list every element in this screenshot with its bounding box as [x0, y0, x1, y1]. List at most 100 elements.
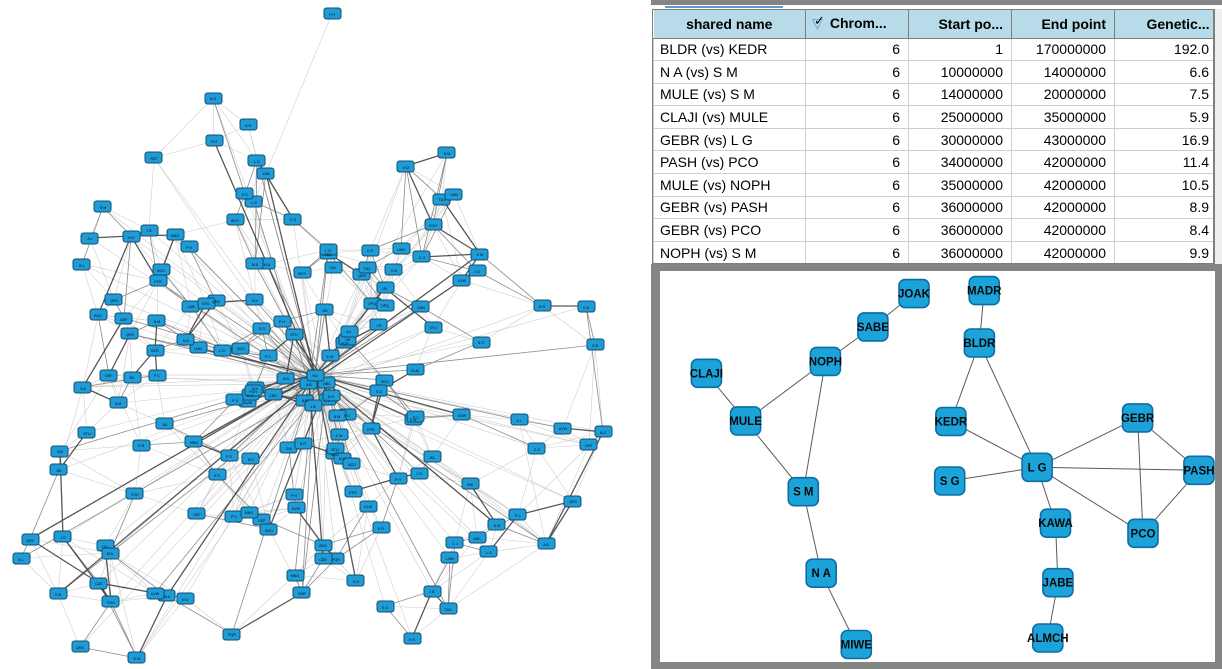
svg-text:MIWE: MIWE	[841, 640, 873, 652]
svg-text:J O: J O	[474, 270, 480, 274]
svg-text:BCD: BCD	[151, 349, 159, 353]
svg-text:JKL: JKL	[56, 469, 62, 473]
svg-text:WXY: WXY	[298, 272, 307, 276]
svg-text:K W: K W	[477, 253, 484, 257]
svg-text:L G: L G	[325, 249, 331, 253]
svg-text:HIJ: HIJ	[102, 545, 108, 549]
svg-text:DEF: DEF	[258, 519, 266, 523]
svg-text:C O: C O	[534, 448, 541, 452]
svg-text:EFG: EFG	[202, 302, 210, 306]
svg-text:M U: M U	[339, 457, 346, 461]
svg-text:EFG: EFG	[154, 280, 162, 284]
svg-text:L G: L G	[254, 160, 260, 164]
svg-text:J B: J B	[310, 405, 316, 409]
svg-text:CDE: CDE	[324, 253, 332, 257]
svg-text:ZAB: ZAB	[263, 172, 271, 176]
svg-text:ALMCH: ALMCH	[1027, 633, 1069, 645]
svg-text:N M: N M	[444, 152, 451, 156]
svg-text:FGH: FGH	[107, 601, 115, 605]
svg-text:CDE: CDE	[269, 394, 277, 398]
svg-text:MNO: MNO	[245, 511, 254, 515]
svg-text:STU: STU	[83, 432, 91, 436]
svg-text:N O: N O	[478, 341, 485, 345]
svg-text:N M: N M	[302, 399, 309, 403]
svg-text:NOP: NOP	[298, 592, 306, 596]
svg-text:J O: J O	[416, 472, 422, 476]
svg-text:K R: K R	[409, 638, 415, 642]
svg-text:N O: N O	[210, 97, 217, 101]
svg-text:LMN: LMN	[446, 557, 454, 561]
svg-text:TUV: TUV	[363, 267, 371, 271]
svg-text:KLM: KLM	[411, 369, 418, 373]
svg-text:K W: K W	[134, 657, 141, 661]
svg-text:K R: K R	[353, 580, 359, 584]
svg-text:BLDR: BLDR	[963, 338, 996, 350]
svg-text:GHI: GHI	[286, 447, 292, 451]
svg-text:L G: L G	[486, 551, 492, 555]
svg-text:JOAK: JOAK	[898, 289, 931, 301]
svg-text:ZAB: ZAB	[188, 305, 196, 309]
svg-text:S M: S M	[100, 206, 106, 210]
svg-text:A B: A B	[543, 543, 549, 547]
svg-text:UVW: UVW	[244, 401, 253, 405]
svg-text:LMN: LMN	[397, 248, 405, 252]
svg-text:UVW: UVW	[292, 507, 301, 511]
svg-text:FGH: FGH	[249, 390, 257, 394]
svg-text:C J: C J	[324, 399, 330, 403]
svg-text:PASH: PASH	[1183, 465, 1214, 477]
svg-text:G B: G B	[583, 306, 590, 310]
svg-text:GHI: GHI	[467, 483, 473, 487]
svg-text:MNO: MNO	[291, 574, 300, 578]
svg-text:BCD: BCD	[348, 463, 356, 467]
svg-text:G B: G B	[138, 444, 145, 448]
svg-text:L G: L G	[1028, 462, 1047, 474]
svg-text:BCD: BCD	[381, 380, 389, 384]
svg-text:OPQ: OPQ	[368, 302, 376, 306]
svg-text:BCD: BCD	[94, 314, 102, 318]
svg-text:M C: M C	[248, 458, 255, 462]
svg-text:P H: P H	[329, 13, 335, 17]
svg-text:J B: J B	[376, 324, 382, 328]
svg-text:DEF: DEF	[193, 513, 201, 517]
svg-text:C O: C O	[290, 218, 297, 222]
svg-text:M A: M A	[183, 339, 190, 343]
svg-text:IJK: IJK	[345, 338, 351, 342]
svg-text:LMN: LMN	[417, 306, 425, 310]
svg-text:D R: D R	[367, 249, 374, 253]
svg-text:K R: K R	[300, 442, 306, 446]
svg-text:RST: RST	[150, 157, 158, 161]
svg-text:MNO: MNO	[190, 441, 199, 445]
svg-text:G B: G B	[592, 344, 599, 348]
svg-text:XYZ: XYZ	[128, 236, 136, 240]
svg-text:NOPH: NOPH	[809, 356, 842, 368]
svg-text:JKL: JKL	[322, 309, 328, 313]
svg-text:WXY: WXY	[231, 219, 240, 223]
svg-text:A L: A L	[516, 419, 521, 423]
svg-text:SABE: SABE	[857, 322, 889, 334]
svg-text:P C: P C	[413, 416, 419, 420]
svg-text:QRS: QRS	[358, 274, 366, 278]
svg-text:S G: S G	[259, 327, 265, 331]
svg-text:KLM: KLM	[364, 505, 371, 509]
svg-text:DEF: DEF	[120, 318, 128, 322]
svg-text:K R: K R	[378, 527, 384, 531]
svg-text:PQR: PQR	[341, 342, 349, 346]
svg-text:D R: D R	[539, 305, 546, 309]
svg-text:JABE: JABE	[1043, 578, 1074, 590]
svg-text:N M: N M	[334, 415, 341, 419]
svg-text:MADR: MADR	[967, 286, 1002, 298]
svg-text:M A: M A	[252, 263, 259, 267]
svg-text:M C: M C	[600, 431, 607, 435]
svg-text:STU: STU	[429, 326, 437, 330]
svg-text:N M: N M	[154, 320, 161, 324]
svg-text:UVW: UVW	[458, 414, 467, 418]
svg-text:CLAJI: CLAJI	[690, 368, 723, 380]
svg-text:PQR: PQR	[228, 633, 236, 637]
svg-text:MNO: MNO	[171, 234, 180, 238]
svg-text:A L: A L	[87, 237, 92, 241]
svg-text:OPQ: OPQ	[381, 304, 389, 308]
svg-text:M C: M C	[247, 394, 254, 398]
svg-text:K W: K W	[336, 434, 343, 438]
svg-text:P C: P C	[242, 193, 248, 197]
svg-text:S G: S G	[376, 390, 382, 394]
